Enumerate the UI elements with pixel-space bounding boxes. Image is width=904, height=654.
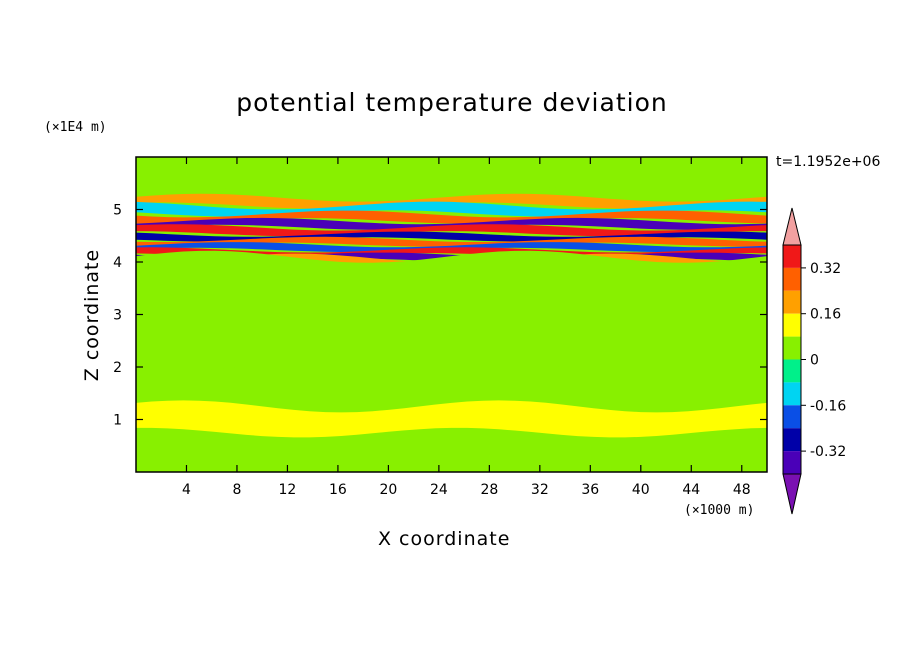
contour-band — [136, 210, 767, 224]
y-tick-label: 4 — [113, 255, 122, 271]
contour-band — [136, 185, 767, 201]
contour-band — [136, 193, 767, 209]
contour-band — [136, 433, 767, 457]
x-tick-label: 24 — [430, 482, 448, 498]
x-tick-label: 20 — [379, 482, 397, 498]
contour-band — [136, 242, 767, 252]
y-tick-label: 2 — [113, 360, 122, 376]
y-axis: 1 2 3 4 5 — [113, 203, 767, 429]
x-tick-label: 12 — [279, 482, 297, 498]
x-tick-label: 44 — [682, 482, 700, 498]
contour-band — [136, 164, 767, 191]
colorbar-segment — [783, 267, 801, 291]
colorbar-segment — [783, 245, 801, 268]
contour-band — [136, 236, 767, 247]
y-tick-label: 1 — [113, 413, 122, 429]
x-tick-label: 4 — [182, 482, 191, 498]
colorbar: 0.32 0.16 0 -0.16 -0.32 — [782, 207, 846, 515]
contour-band — [136, 224, 767, 237]
chart-title: potential temperature deviation — [236, 88, 668, 117]
colorbar-segment — [783, 359, 801, 383]
colorbar-segment — [783, 336, 801, 360]
x-tick-label: 48 — [733, 482, 751, 498]
colorbar-tick-label: 0.32 — [810, 261, 841, 277]
x-tick-label: 32 — [531, 482, 549, 498]
x-tick-label: 40 — [632, 482, 650, 498]
colorbar-max-cap — [782, 207, 802, 246]
contour-band — [136, 250, 767, 293]
colorbar-segment — [783, 428, 801, 452]
contour-band — [136, 277, 767, 330]
y-tick-label: 5 — [113, 203, 122, 219]
colorbar-tick-label: 0.16 — [810, 307, 841, 323]
contour-field — [136, 157, 767, 472]
colorbar-segment — [783, 290, 801, 314]
x-tick-label: 16 — [329, 482, 347, 498]
colorbar-tick-label: 0 — [810, 353, 819, 369]
contour-band — [136, 366, 767, 409]
contour-band — [136, 400, 767, 438]
colorbar-segment — [783, 451, 801, 474]
contour-band — [136, 217, 767, 230]
colorbar-segment — [783, 405, 801, 429]
x-axis-unit: (×1000 m) — [684, 503, 755, 518]
colorbar-tick-label: -0.16 — [810, 398, 846, 414]
x-tick-label: 36 — [581, 482, 599, 498]
x-tick-label: 8 — [232, 482, 241, 498]
x-axis: 4 8 12 16 20 24 28 32 36 40 44 48 — [182, 157, 751, 498]
time-label: t=1.1952e+06 — [776, 154, 881, 170]
x-axis-label: X coordinate — [378, 528, 511, 550]
y-axis-unit: (×1E4 m) — [44, 120, 107, 135]
colorbar-segment — [783, 313, 801, 337]
colorbar-min-cap — [782, 473, 802, 515]
y-tick-label: 3 — [113, 308, 122, 324]
x-tick-label: 28 — [480, 482, 498, 498]
colorbar-tick-label: -0.32 — [810, 444, 846, 460]
contour-band — [136, 319, 767, 372]
colorbar-segment — [783, 382, 801, 406]
